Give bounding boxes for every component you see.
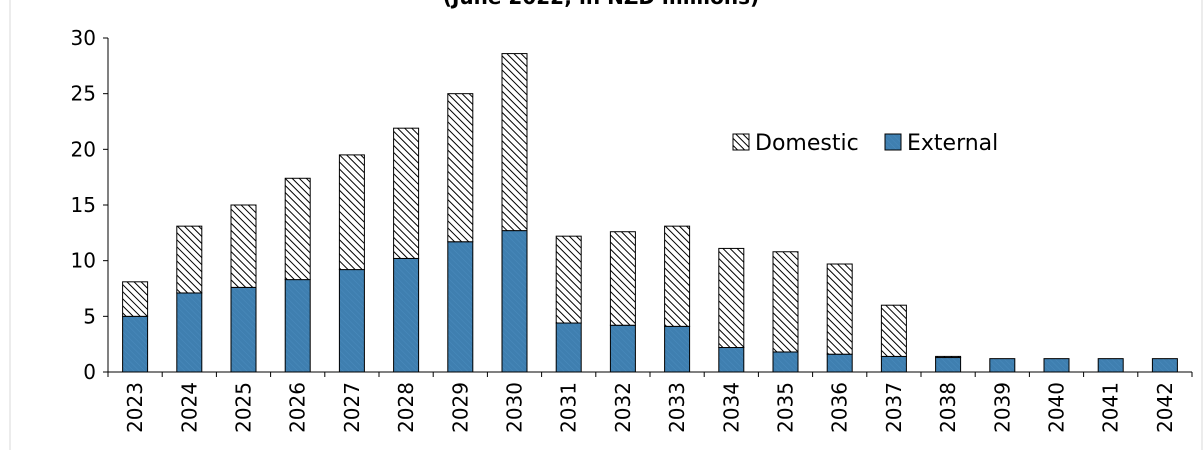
- x-tick-label: 2042: [1153, 382, 1177, 433]
- bar-external: [1043, 358, 1070, 373]
- bar-domestic: [664, 225, 691, 327]
- x-tick-label: 2038: [936, 382, 960, 433]
- x-tick-label: 2028: [394, 382, 418, 433]
- x-tick-label: 2029: [448, 382, 472, 433]
- x-tick-label: 2026: [286, 382, 310, 433]
- bar-external: [935, 357, 962, 373]
- bar-external: [772, 351, 799, 373]
- x-tick-label: 2032: [611, 382, 635, 433]
- bar-external: [718, 347, 745, 373]
- legend-label-external: External: [907, 131, 998, 156]
- x-tick-label: 2040: [1045, 382, 1069, 433]
- y-tick-label: 5: [83, 304, 96, 328]
- bar-external: [609, 324, 636, 373]
- bar-domestic: [935, 355, 962, 359]
- bar-external: [176, 292, 203, 373]
- y-tick-label: 10: [71, 249, 96, 273]
- bar-domestic: [718, 247, 745, 349]
- y-tick-label: 30: [71, 26, 96, 50]
- bar-domestic: [230, 204, 257, 288]
- bar-domestic: [555, 235, 582, 324]
- bar-external: [122, 315, 149, 373]
- bar-domestic: [447, 93, 474, 243]
- x-tick-label: 2039: [990, 382, 1014, 433]
- y-tick-label: 20: [71, 137, 96, 161]
- bar-external: [1151, 358, 1178, 373]
- legend-swatch-domestic: [732, 133, 750, 151]
- bar-domestic: [501, 53, 528, 232]
- bar-domestic: [176, 225, 203, 294]
- y-tick-label: 15: [71, 193, 96, 217]
- bar-domestic: [772, 251, 799, 353]
- x-tick-label: 2027: [340, 382, 364, 433]
- bar-external: [989, 358, 1016, 373]
- chart-title: (June 2022; in NZD millions): [443, 0, 759, 9]
- bar-external: [393, 257, 420, 373]
- bar-external: [501, 230, 528, 373]
- y-tick-label: 25: [71, 82, 96, 106]
- bar-external: [880, 355, 907, 373]
- bar-domestic: [609, 231, 636, 326]
- x-tick-label: 2031: [557, 382, 581, 433]
- x-tick-label: 2035: [774, 382, 798, 433]
- bar-external: [826, 353, 853, 373]
- bar-external: [230, 286, 257, 373]
- legend-swatch-external: [884, 133, 902, 151]
- bar-external: [664, 325, 691, 373]
- bar-domestic: [284, 177, 311, 281]
- bar-external: [284, 279, 311, 373]
- bar-external: [1097, 358, 1124, 373]
- x-tick-label: 2025: [232, 382, 256, 433]
- y-tick-label: 0: [83, 360, 96, 384]
- x-tick-label: 2033: [665, 382, 689, 433]
- bar-domestic: [880, 304, 907, 357]
- x-tick-label: 2024: [177, 382, 201, 433]
- legend-label-domestic: Domestic: [755, 131, 859, 156]
- bar-external: [447, 241, 474, 373]
- bar-domestic: [826, 263, 853, 355]
- x-tick-label: 2037: [882, 382, 906, 433]
- bar-domestic: [393, 127, 420, 259]
- x-tick-label: 2030: [503, 382, 527, 433]
- bar-external: [555, 322, 582, 373]
- x-tick-label: 2034: [719, 382, 743, 433]
- x-tick-label: 2041: [1099, 382, 1123, 433]
- x-tick-label: 2023: [123, 382, 147, 433]
- bar-domestic: [122, 281, 149, 317]
- bar-external: [338, 269, 365, 373]
- bar-domestic: [338, 154, 365, 271]
- x-tick-label: 2036: [828, 382, 852, 433]
